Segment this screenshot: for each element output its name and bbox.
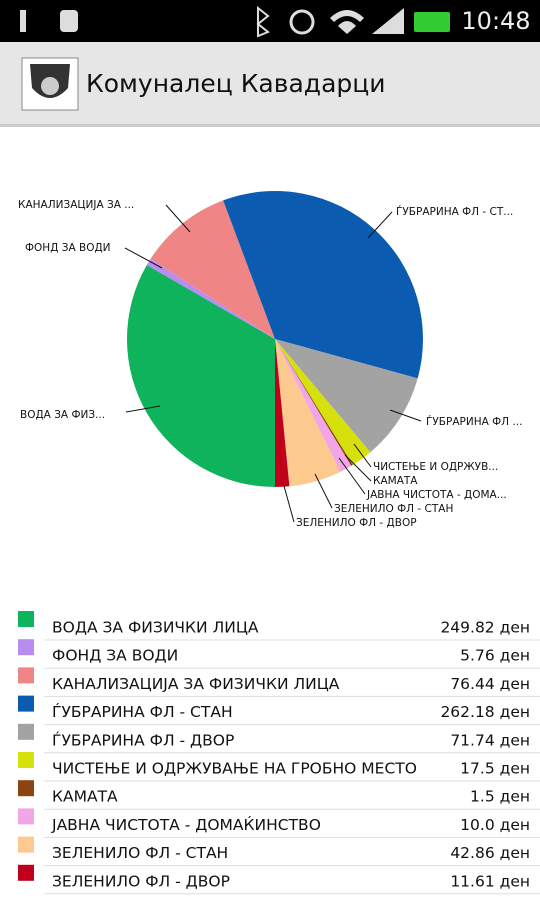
app-bar bbox=[0, 42, 540, 126]
legend-label: ЃУБРАРИНА ФЛ - СТАН bbox=[52, 702, 233, 721]
slice-label: ЃУБРАРИНА ФЛ ... bbox=[426, 415, 522, 428]
legend-swatch bbox=[18, 808, 34, 825]
pie-slice bbox=[275, 339, 353, 466]
legend-value: 5.76 ден bbox=[460, 647, 530, 665]
pie-slice bbox=[146, 258, 275, 339]
legend-value: 71.74 ден bbox=[450, 731, 530, 749]
legend-value: 76.44 ден bbox=[450, 675, 530, 693]
app-icon bbox=[21, 57, 79, 111]
app-title: Комуналец Кавадарци bbox=[86, 69, 386, 98]
pie-slice bbox=[150, 200, 275, 339]
status-bar bbox=[0, 0, 540, 42]
clock: 10:48 bbox=[461, 7, 530, 35]
slice-label: ЃУБРАРИНА ФЛ - СТ... bbox=[396, 205, 513, 218]
app-bar-shadow bbox=[0, 124, 540, 127]
legend-swatch bbox=[18, 695, 34, 712]
leader-line bbox=[338, 457, 366, 495]
pie-slice bbox=[275, 339, 371, 465]
legend-swatch bbox=[18, 723, 34, 740]
legend-value: 1.5 ден bbox=[470, 788, 530, 806]
legend: ВОДА ЗА ФИЗИЧКИ ЛИЦА 249.82 ден ФОНД ЗА ВО… bbox=[18, 611, 540, 895]
slice-label: ЧИСТЕЊЕ И ОДРЖУВ... bbox=[373, 461, 498, 473]
leader-line bbox=[367, 211, 393, 239]
pie-chart: ВОДА ЗА ФИЗ... ФОНД ЗА ВОДИ КАНАЛИЗАЦИЈА З… bbox=[18, 191, 522, 529]
legend-swatch bbox=[18, 780, 34, 797]
leader-line bbox=[344, 454, 372, 482]
legend-swatch bbox=[18, 864, 34, 881]
legend-value: 17.5 ден bbox=[460, 760, 530, 778]
leader-line bbox=[165, 204, 191, 233]
legend-swatch bbox=[18, 667, 34, 684]
slice-label: ФОНД ЗА ВОДИ bbox=[25, 242, 111, 254]
slice-label: ЗЕЛЕНИЛО ФЛ - ДВОР bbox=[296, 517, 417, 529]
legend-value: 249.82 ден bbox=[440, 619, 530, 637]
slice-label: ЗЕЛЕНИЛО ФЛ - СТАН bbox=[334, 503, 453, 515]
legend-swatch bbox=[18, 836, 34, 853]
status-icons bbox=[20, 5, 450, 38]
slice-label: КАНАЛИЗАЦИЈА ЗА ... bbox=[18, 199, 134, 211]
pie-slice bbox=[223, 191, 423, 379]
pie-slice bbox=[275, 339, 352, 472]
legend-value: 10.0 ден bbox=[460, 816, 530, 834]
legend-value: 42.86 ден bbox=[450, 844, 530, 862]
legend-label: ЃУБРАРИНА ФЛ - ДВОР bbox=[52, 730, 234, 749]
legend-value: 11.61 ден bbox=[450, 872, 530, 890]
slice-label: ВОДА ЗА ФИЗ... bbox=[20, 409, 105, 421]
slice-label: ЈАВНА ЧИСТОТА - ДОМА... bbox=[366, 489, 507, 501]
leader-line bbox=[125, 405, 161, 413]
leader-line bbox=[124, 247, 163, 269]
leader-line bbox=[389, 409, 422, 422]
legend-label: КАМАТА bbox=[52, 788, 118, 806]
legend-label: ЈАВНА ЧИСТОТА - ДОМАЌИНСТВО bbox=[51, 815, 321, 834]
legend-label: ЗЕЛЕНИЛО ФЛ - ДВОР bbox=[52, 872, 230, 890]
pie-slice bbox=[275, 339, 418, 453]
legend-label: КАНАЛИЗАЦИЈА ЗА ФИЗИЧКИ ЛИЦА bbox=[52, 675, 340, 693]
legend-swatch bbox=[18, 611, 34, 627]
slice-label: КАМАТА bbox=[373, 475, 418, 487]
leader-line bbox=[283, 485, 295, 523]
legend-value: 262.18 ден bbox=[440, 703, 530, 721]
pie-slice bbox=[275, 339, 341, 487]
legend-label: ЗЕЛЕНИЛО ФЛ - СТАН bbox=[52, 844, 228, 862]
legend-label: ЧИСТЕЊЕ И ОДРЖУВАЊЕ НА ГРОБНО МЕСТО bbox=[52, 760, 417, 778]
pie-slice bbox=[126, 264, 275, 487]
legend-label: ВОДА ЗА ФИЗИЧКИ ЛИЦА bbox=[52, 619, 259, 637]
leader-line bbox=[314, 473, 333, 509]
legend-swatch bbox=[18, 752, 34, 768]
legend-swatch bbox=[18, 639, 34, 656]
leader-line bbox=[353, 443, 372, 468]
legend-label: ФОНД ЗА ВОДИ bbox=[52, 647, 178, 665]
pie-slice bbox=[275, 339, 290, 487]
